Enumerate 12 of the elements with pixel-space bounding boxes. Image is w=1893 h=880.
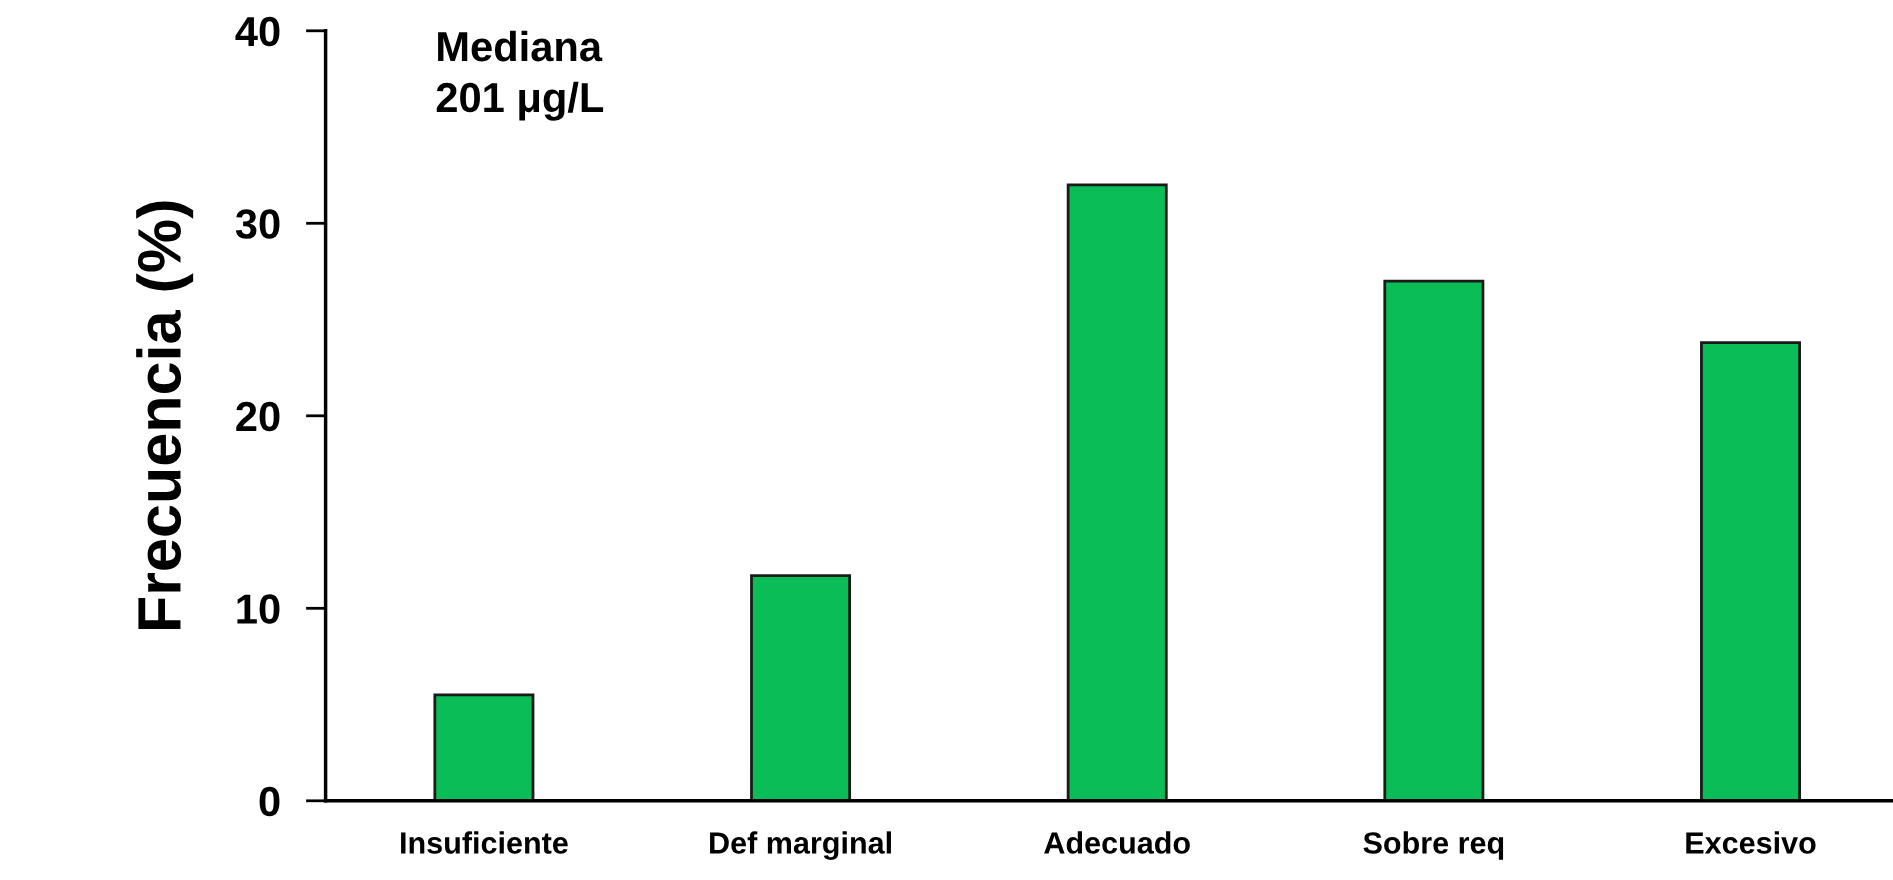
- x-tick-label: Excesivo: [1686, 831, 1816, 854]
- x-tick-label: Adecuado: [1044, 831, 1190, 854]
- y-axis-title: Frecuencia (%): [136, 201, 194, 630]
- x-tick-label: Insuficiente: [401, 831, 568, 854]
- annotation: Mediana 201 μg/L: [436, 30, 604, 121]
- y-tick-label: 20: [236, 401, 280, 432]
- y-tick-label: 40: [235, 16, 280, 47]
- x-tick-label: Sobre req: [1363, 831, 1504, 860]
- y-tick-label: 30: [235, 209, 280, 239]
- y-tick-label: 0: [259, 786, 280, 817]
- y-tick-label: 10: [237, 594, 280, 624]
- x-tick-label: Def marginal: [710, 831, 891, 860]
